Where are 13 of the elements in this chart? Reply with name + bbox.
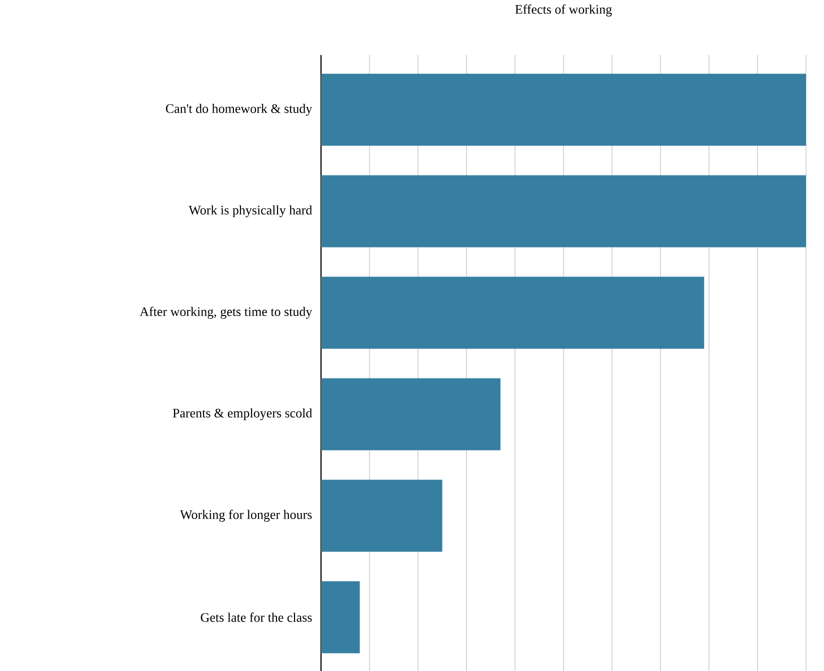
y-tick-label: Working for longer hours: [180, 510, 312, 522]
y-tick-label: Parents & employers scold: [172, 408, 312, 420]
y-tick-label: Gets late for the class: [200, 612, 312, 622]
y-tick-label: After working, gets time to study: [140, 306, 312, 319]
chart-title: Effects of working: [515, 4, 612, 16]
bar: [321, 74, 806, 146]
y-tick-label: Can't do homework & study: [166, 104, 312, 116]
bar: [321, 175, 806, 248]
bar: [321, 378, 500, 450]
bar: [321, 581, 360, 654]
bar: [321, 276, 704, 349]
bar: [321, 480, 442, 552]
y-tick-label: Work is physically hard: [188, 205, 312, 218]
